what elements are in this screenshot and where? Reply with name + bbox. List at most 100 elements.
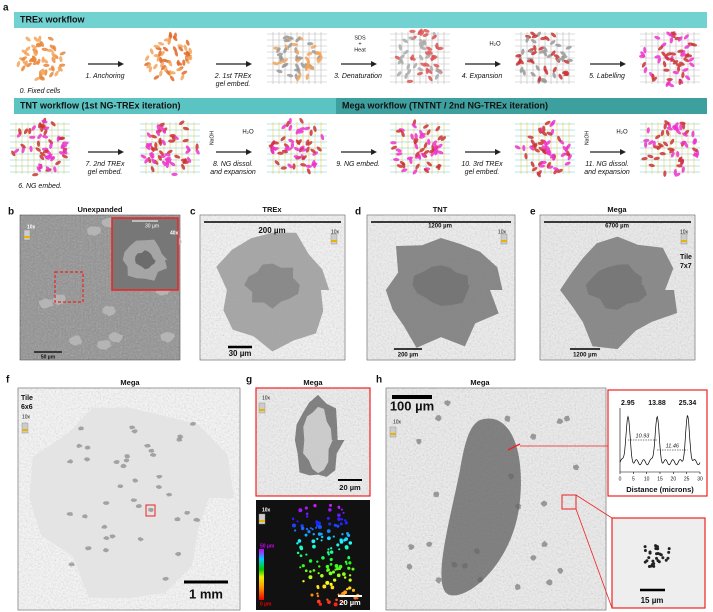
cell-mark — [21, 147, 25, 154]
cell — [131, 429, 138, 434]
cell-mark — [395, 129, 403, 133]
depth-dot — [308, 559, 313, 563]
cell-mark — [688, 57, 695, 62]
cell — [514, 583, 521, 590]
spot — [655, 545, 659, 549]
cell-mark — [420, 62, 427, 67]
scale-label: 200 µm — [398, 353, 418, 359]
cell-mark — [665, 129, 670, 136]
cell-mark — [280, 166, 287, 170]
depth-dot — [296, 551, 300, 555]
cell-mark — [287, 36, 294, 40]
cell-mark — [648, 163, 655, 168]
cell — [113, 460, 120, 465]
depth-dot — [311, 539, 316, 544]
cell — [135, 504, 142, 508]
cell-mark — [286, 73, 294, 78]
depth-dot — [343, 538, 346, 542]
cell-mark — [140, 154, 147, 159]
cell-mark — [685, 75, 691, 81]
cell-mark — [647, 154, 654, 159]
cell-mark — [34, 76, 41, 81]
cell-mark — [277, 151, 284, 155]
depth-dot — [337, 517, 341, 522]
image — [256, 500, 370, 610]
cell-mark — [687, 42, 694, 46]
depth-dot — [304, 569, 308, 573]
callout — [575, 508, 613, 609]
cell-mark — [312, 151, 319, 156]
cell-mark — [158, 122, 165, 127]
cell-mark — [434, 73, 440, 80]
cell-mark — [411, 123, 417, 129]
cell — [507, 473, 515, 480]
scale-label: 20 µm — [339, 483, 361, 492]
cell-mark — [301, 155, 307, 160]
cell-mark — [654, 35, 661, 40]
depth-dot — [329, 557, 333, 562]
cell-mark — [531, 166, 538, 172]
cell-mark — [423, 29, 430, 33]
cell-mark — [652, 76, 658, 82]
depth-dot — [305, 515, 309, 518]
cell-mark — [293, 147, 300, 152]
cell-mark — [146, 132, 152, 138]
cell-mark — [552, 72, 556, 79]
cell-mark — [566, 143, 571, 150]
cell — [174, 517, 181, 522]
scale-label: 30 µm — [145, 223, 159, 229]
cell-mark — [274, 160, 280, 166]
depth-dot — [328, 522, 332, 526]
cell-mark — [640, 51, 646, 57]
depth-dot — [327, 600, 331, 604]
cell-mark — [182, 160, 190, 165]
cell-mark — [283, 39, 291, 43]
objective-band — [501, 240, 507, 242]
cell-mark — [433, 63, 440, 68]
cell-mark — [423, 168, 430, 174]
spot — [657, 560, 661, 564]
cell-mark — [54, 70, 59, 77]
cell-mark — [643, 138, 650, 143]
depth-dot — [313, 503, 317, 508]
cell-mark — [415, 163, 420, 170]
cell-mark — [293, 68, 301, 72]
cell-mark — [414, 143, 419, 150]
cell-mark — [36, 140, 41, 147]
cell-mark — [295, 48, 300, 55]
cell-mark — [666, 31, 672, 37]
cell-mark — [57, 66, 63, 72]
cell-mark — [425, 54, 431, 59]
objective-icon — [680, 233, 688, 245]
cell-mark — [310, 44, 317, 49]
cell-mark — [159, 70, 163, 77]
cell-mark — [281, 63, 287, 68]
cell-mark — [657, 57, 662, 64]
cell-mark — [43, 129, 48, 136]
cell-mark — [648, 140, 654, 145]
depth-dot — [297, 539, 302, 543]
cell-mark — [310, 148, 316, 154]
cell — [461, 563, 468, 569]
cell-mark — [162, 46, 169, 52]
cell-mark — [419, 147, 425, 153]
cell-mark — [521, 48, 525, 55]
depth-dot — [333, 523, 337, 527]
cell-mark — [153, 63, 158, 70]
spot — [649, 564, 653, 568]
cell-mark — [683, 34, 689, 40]
depth-dot — [301, 564, 305, 568]
depth-dot — [321, 556, 325, 560]
spacing-label: 11.46 — [666, 443, 680, 449]
cell — [416, 438, 422, 445]
spot — [655, 556, 659, 560]
objective-icon — [23, 229, 31, 241]
depth-dot — [339, 540, 344, 544]
cell-mark — [304, 56, 310, 62]
cell-mark — [158, 50, 162, 57]
cell-mark — [557, 168, 563, 174]
cell-mark — [160, 50, 165, 57]
depth-dot — [305, 512, 309, 516]
spot — [652, 562, 656, 566]
cell — [102, 548, 109, 553]
